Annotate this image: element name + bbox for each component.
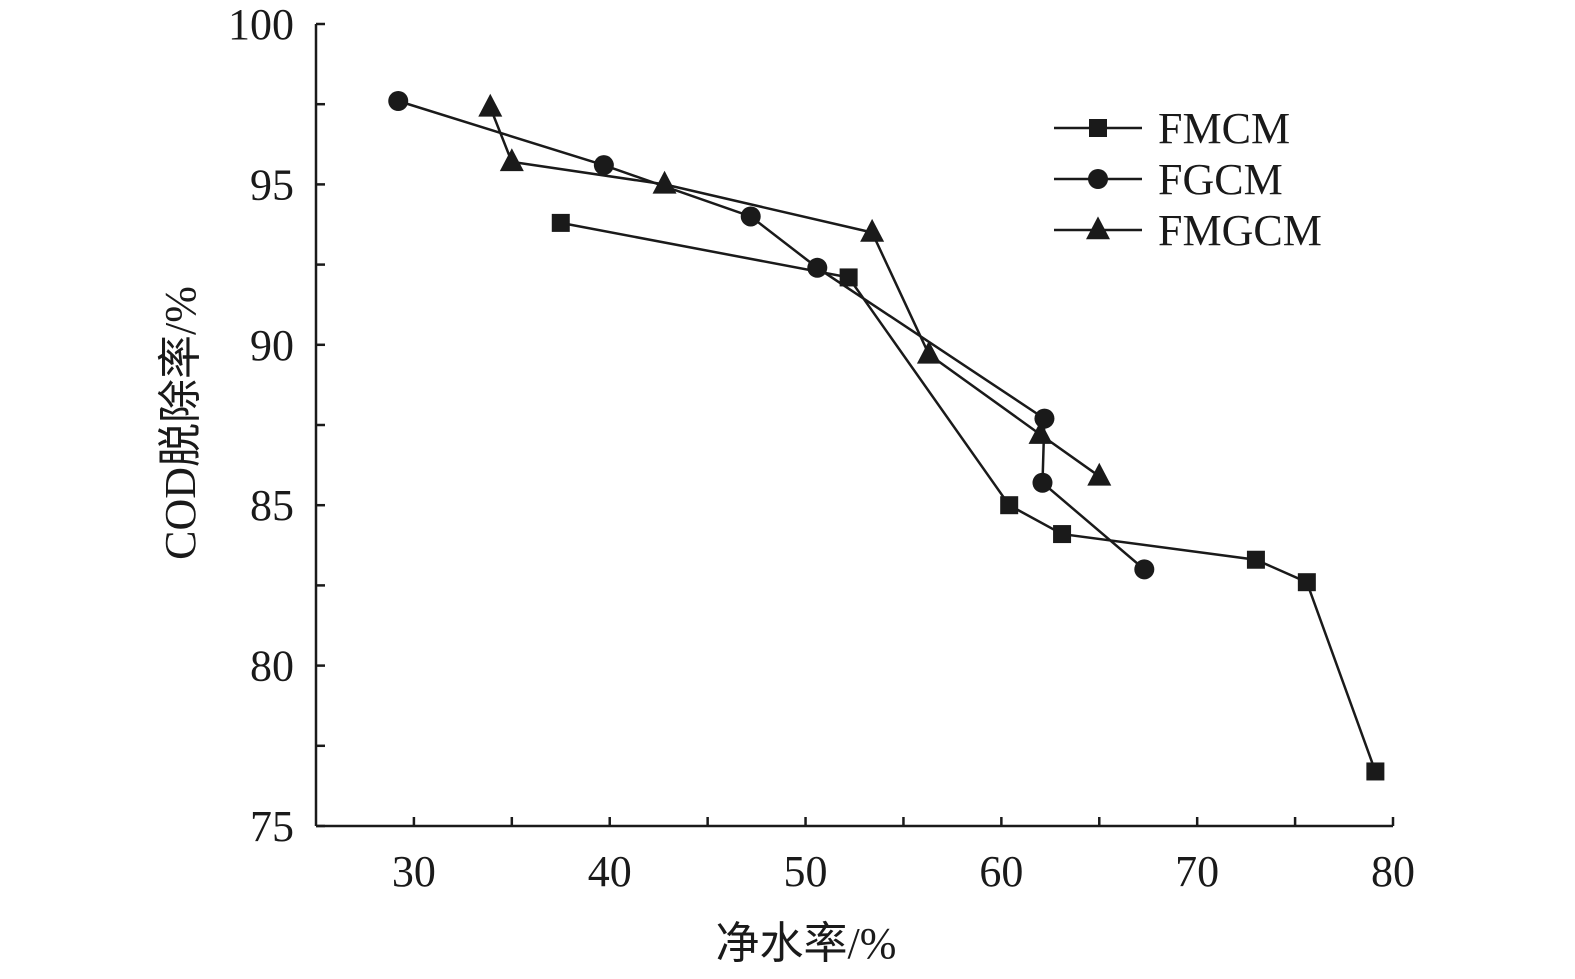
data-point-fgcm xyxy=(740,206,761,227)
axes: 30 40 50 60 70 80 75 80 85 90 95 100 xyxy=(228,0,1415,896)
legend-marker xyxy=(1088,169,1108,189)
series-fmcm xyxy=(551,213,1385,781)
data-point-fmcm xyxy=(551,213,570,232)
series-layer xyxy=(388,90,1385,781)
y-tick-label: 80 xyxy=(250,642,294,691)
x-tick-label: 80 xyxy=(1371,847,1415,896)
data-point-fmgcm xyxy=(916,340,941,364)
y-axis-title: COD脱除率/% xyxy=(156,286,205,560)
legend-label: FMCM xyxy=(1158,104,1290,153)
data-point-fgcm xyxy=(1134,559,1155,580)
data-point-fmcm xyxy=(1366,762,1385,781)
data-point-fmgcm xyxy=(478,93,503,117)
data-point-fgcm xyxy=(593,155,614,176)
data-point-fgcm xyxy=(807,257,828,278)
data-point-fmcm xyxy=(1246,550,1265,569)
x-tick-label: 50 xyxy=(784,847,828,896)
data-point-fmcm xyxy=(1000,496,1019,515)
data-point-fmcm xyxy=(839,268,858,287)
legend-label: FGCM xyxy=(1158,155,1283,204)
legend-item-fmcm: FMCM xyxy=(1054,104,1290,153)
y-tick-label: 100 xyxy=(228,0,294,49)
legend-marker xyxy=(1089,119,1107,137)
series-line-fmcm xyxy=(560,221,1377,772)
data-point-fmgcm xyxy=(652,170,677,194)
data-point-fmgcm xyxy=(860,218,885,242)
legend-marker xyxy=(1086,216,1110,240)
series-line-fgcm xyxy=(397,99,1146,571)
data-point-fgcm xyxy=(1032,472,1053,493)
y-tick-label: 75 xyxy=(250,802,294,851)
data-point-fmcm xyxy=(1297,573,1316,592)
y-tick-label: 95 xyxy=(250,160,294,209)
y-tick-label: 85 xyxy=(250,481,294,530)
series-line-fmgcm xyxy=(489,106,1101,478)
x-tick-label: 60 xyxy=(979,847,1023,896)
x-axis-title: 净水率/% xyxy=(716,919,897,968)
legend-label: FMGCM xyxy=(1158,206,1322,255)
series-fmgcm xyxy=(478,93,1112,486)
data-point-fgcm xyxy=(1034,408,1055,429)
y-tick-label: 90 xyxy=(250,321,294,370)
data-point-fmgcm xyxy=(499,148,524,172)
data-point-fmcm xyxy=(1053,525,1072,544)
legend-item-fgcm: FGCM xyxy=(1054,155,1283,204)
x-tick-label: 30 xyxy=(392,847,436,896)
data-point-fmgcm xyxy=(1028,420,1053,444)
x-tick-label: 40 xyxy=(588,847,632,896)
data-point-fmgcm xyxy=(1087,462,1112,486)
x-tick-label: 70 xyxy=(1175,847,1219,896)
legend-item-fmgcm: FMGCM xyxy=(1054,206,1322,255)
data-point-fgcm xyxy=(388,90,409,111)
series-fgcm xyxy=(388,90,1155,580)
